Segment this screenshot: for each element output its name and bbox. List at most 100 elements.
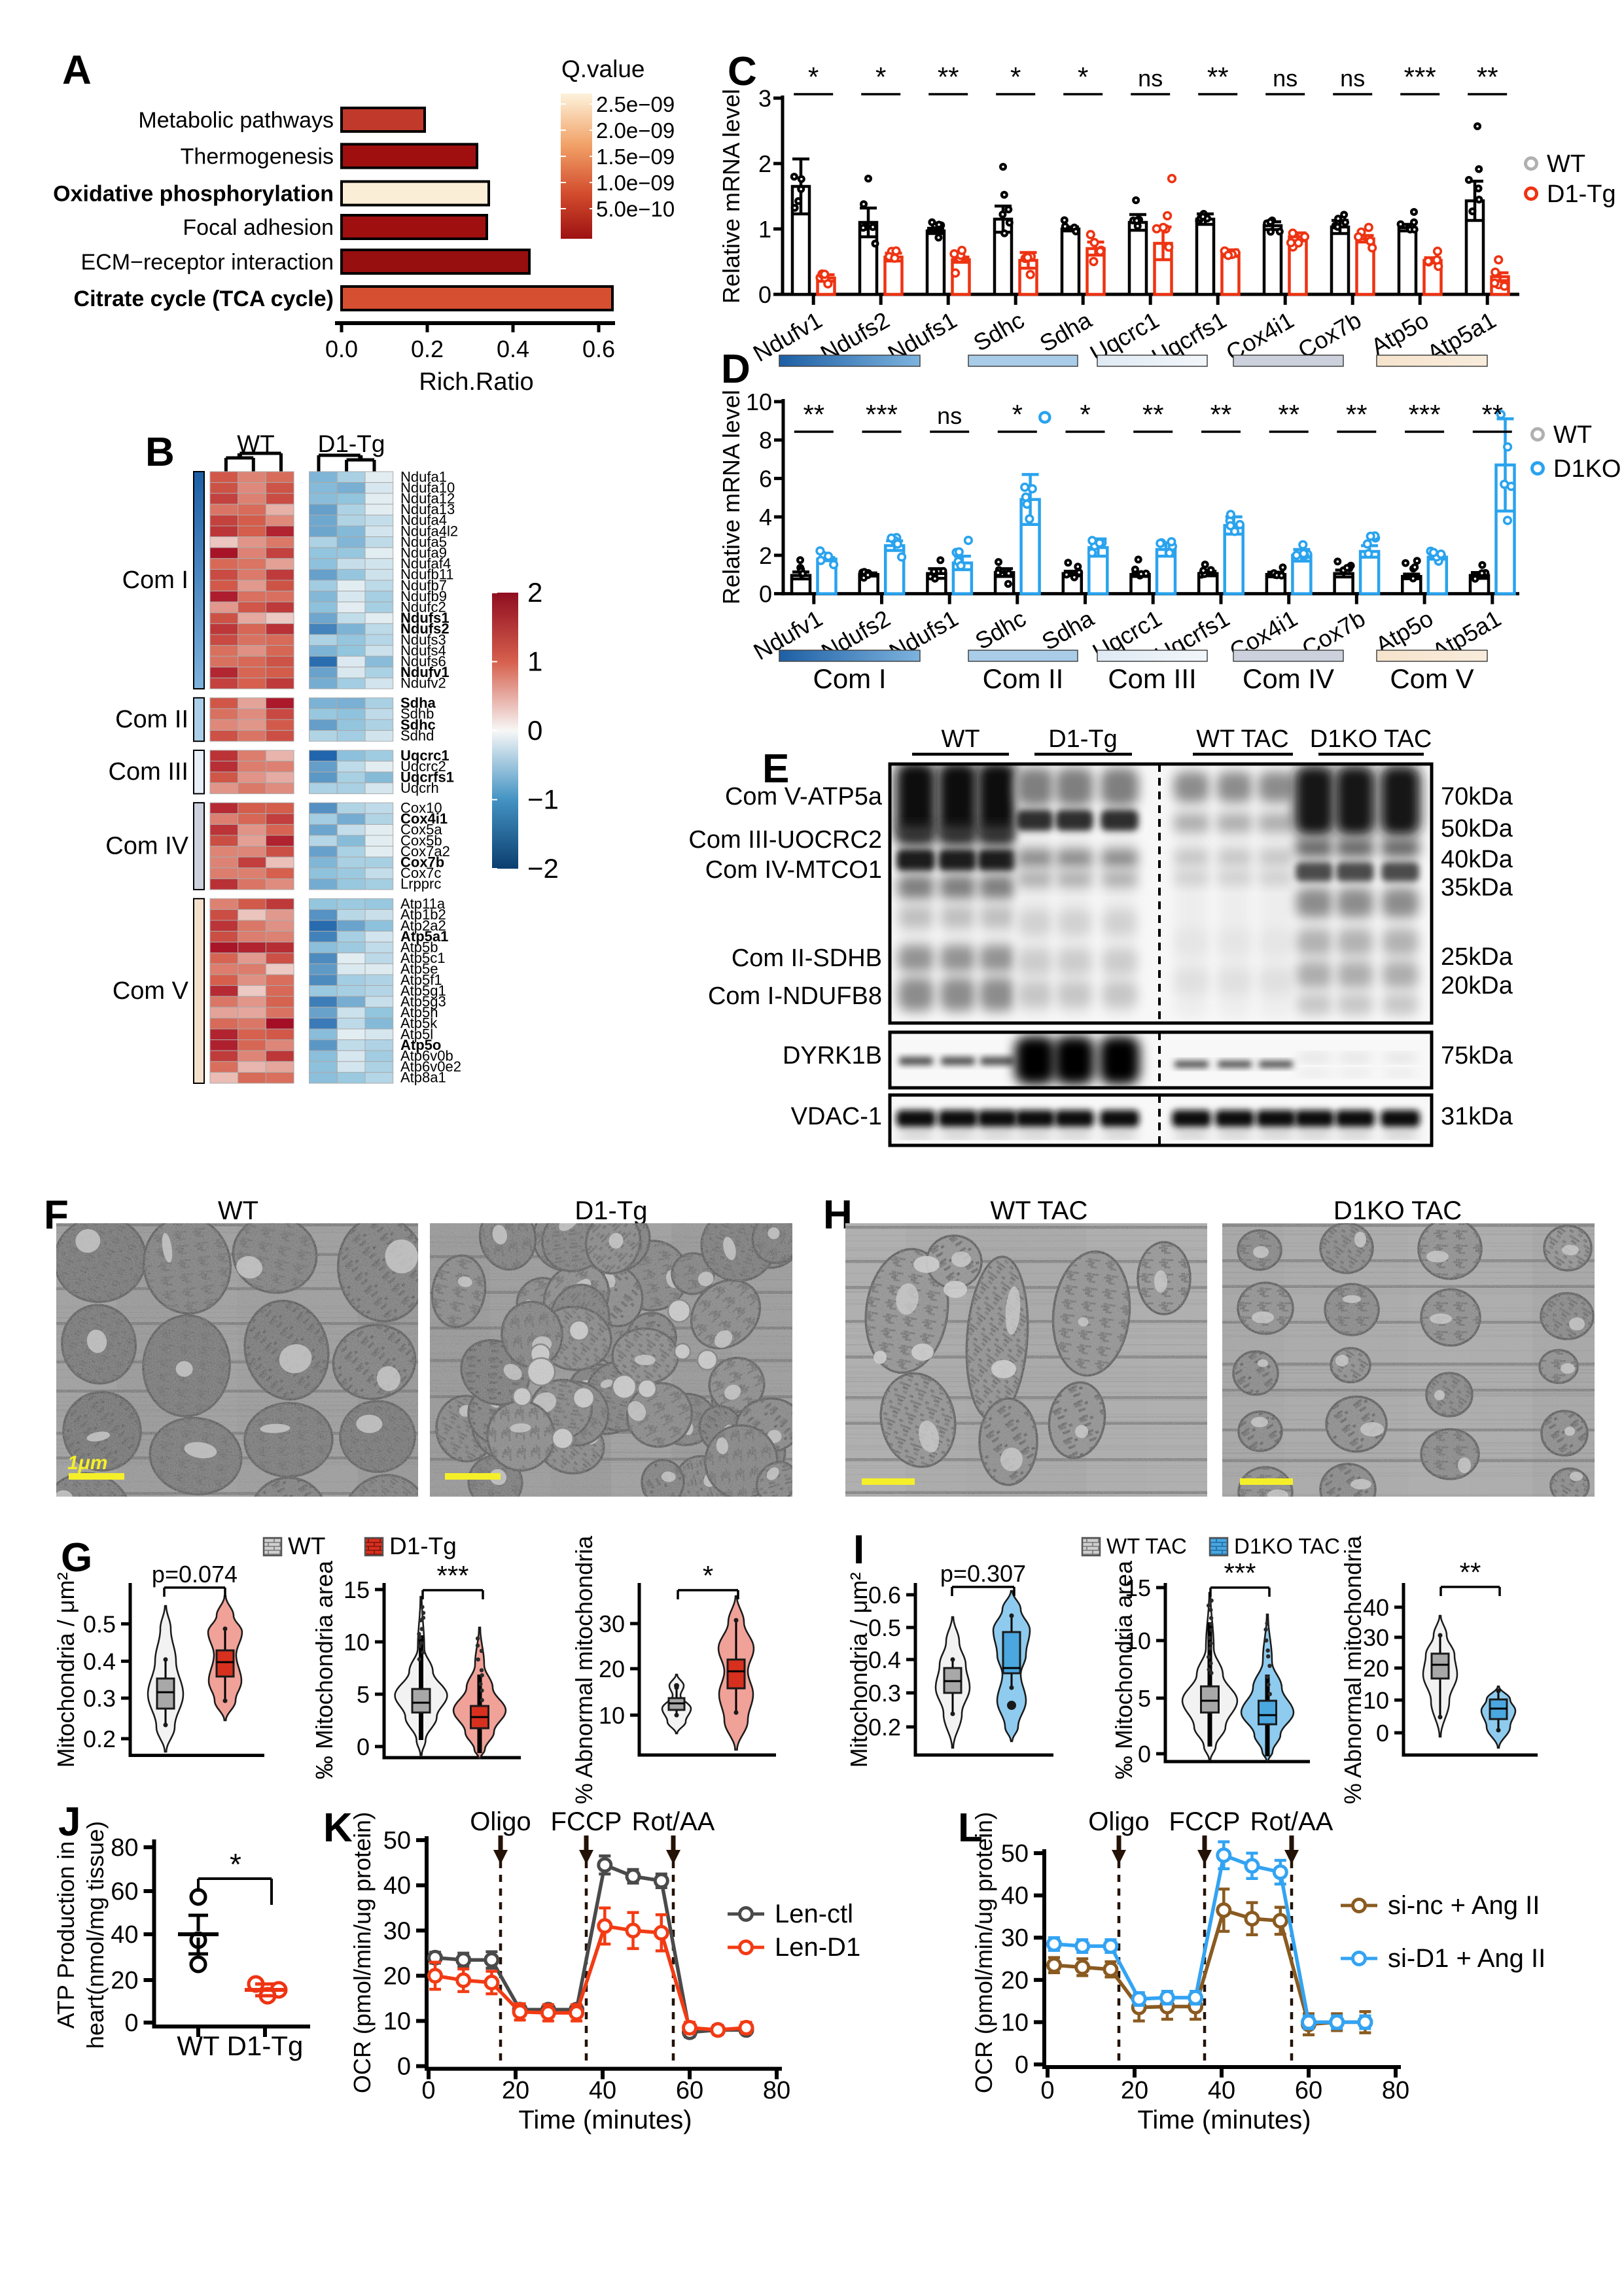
svg-text:20: 20 [111, 1967, 138, 1994]
svg-text:0.4: 0.4 [868, 1646, 901, 1673]
svg-text:5.0e−10: 5.0e−10 [596, 197, 675, 221]
svg-text:60: 60 [111, 1878, 138, 1905]
svg-text:3: 3 [758, 85, 771, 112]
svg-text:ns: ns [1138, 65, 1163, 92]
svg-text:heart(nmol/mg tissue): heart(nmol/mg tissue) [82, 1821, 109, 2049]
svg-text:30: 30 [599, 1610, 625, 1637]
svg-text:Com V-ATP5a: Com V-ATP5a [725, 783, 883, 810]
svg-text:Atp1b2: Atp1b2 [400, 907, 446, 923]
svg-text:50kDa: 50kDa [1441, 815, 1513, 843]
svg-text:Com IV: Com IV [105, 833, 188, 860]
svg-text:Ndufa4l2: Ndufa4l2 [400, 523, 458, 539]
svg-text:% Abnormal mitochondria: % Abnormal mitochondria [571, 1535, 597, 1804]
svg-text:Com I: Com I [813, 663, 886, 694]
svg-text:0.0: 0.0 [325, 336, 358, 362]
svg-text:Atp5h: Atp5h [400, 1004, 438, 1020]
svg-text:VDAC-1: VDAC-1 [791, 1103, 882, 1130]
svg-text:**: ** [938, 61, 959, 92]
svg-text:*: * [808, 61, 819, 92]
svg-text:Q.value: Q.value [561, 56, 645, 82]
svg-text:Com II: Com II [115, 706, 188, 733]
svg-text:0: 0 [1376, 1720, 1389, 1747]
svg-text:Cox7b: Cox7b [400, 854, 444, 871]
svg-text:si-D1 + Ang II: si-D1 + Ang II [1388, 1944, 1545, 1973]
svg-text:D1KO TAC: D1KO TAC [1333, 1196, 1462, 1225]
svg-text:Atp5o: Atp5o [400, 1037, 441, 1053]
svg-text:Relative mRNA level: Relative mRNA level [718, 390, 745, 604]
svg-text:40kDa: 40kDa [1441, 846, 1513, 873]
svg-text:30: 30 [1001, 1924, 1029, 1952]
svg-text:Relative mRNA level: Relative mRNA level [718, 89, 745, 304]
svg-text:G: G [61, 1535, 92, 1580]
svg-text:40: 40 [383, 1872, 411, 1900]
svg-text:Cox4i1: Cox4i1 [400, 810, 448, 827]
svg-text:A: A [62, 48, 92, 93]
svg-text:Sdhd: Sdhd [400, 727, 434, 744]
svg-text:0: 0 [759, 581, 772, 608]
svg-text:1.5e−09: 1.5e−09 [596, 145, 675, 169]
svg-text:ns: ns [937, 402, 962, 429]
svg-text:Thermogenesis: Thermogenesis [181, 145, 334, 169]
svg-text:40: 40 [1001, 1883, 1029, 1910]
svg-text:*: * [875, 61, 886, 92]
svg-text:Rich.Ratio: Rich.Ratio [419, 368, 533, 396]
svg-text:0.2: 0.2 [411, 336, 444, 362]
svg-text:Sdha: Sdha [400, 695, 436, 711]
svg-text:OCR (pmol/min/ug protein): OCR (pmol/min/ug protein) [970, 1812, 997, 2093]
svg-text:Atp8a1: Atp8a1 [400, 1070, 446, 1086]
svg-text:***: *** [1409, 399, 1441, 430]
svg-text:0: 0 [1040, 2077, 1054, 2104]
svg-text:10: 10 [1363, 1687, 1389, 1714]
svg-text:Atp11a: Atp11a [400, 896, 446, 912]
svg-text:Ndufs6: Ndufs6 [400, 653, 446, 670]
svg-text:Mitochondria / μm²: Mitochondria / μm² [845, 1573, 872, 1768]
svg-text:si-nc + Ang II: si-nc + Ang II [1388, 1891, 1540, 1920]
svg-text:Ndufv1: Ndufv1 [400, 664, 450, 680]
svg-text:‰ Mitochondria area: ‰ Mitochondria area [311, 1560, 338, 1779]
svg-text:0.6: 0.6 [582, 336, 615, 362]
svg-text:**: ** [1210, 399, 1232, 430]
svg-text:0: 0 [1015, 2051, 1029, 2079]
svg-text:ns: ns [1273, 65, 1297, 92]
svg-text:50: 50 [1001, 1840, 1029, 1868]
svg-text:D1KO TAC: D1KO TAC [1310, 725, 1432, 753]
svg-text:WT: WT [1553, 421, 1592, 449]
svg-text:0.3: 0.3 [868, 1680, 901, 1707]
svg-text:D1-Tg: D1-Tg [227, 2030, 304, 2061]
svg-text:**: ** [1142, 399, 1164, 430]
svg-text:WT: WT [218, 1196, 258, 1225]
svg-text:Ndufaf4: Ndufaf4 [400, 555, 451, 572]
svg-text:30: 30 [383, 1917, 411, 1945]
svg-text:2: 2 [759, 542, 772, 569]
svg-text:60: 60 [1295, 2077, 1322, 2104]
svg-text:Sdhc: Sdhc [400, 716, 436, 733]
svg-text:Uqcrc2: Uqcrc2 [400, 758, 446, 774]
svg-text:D1KO: D1KO [1553, 455, 1621, 483]
svg-text:Uqcrfs1: Uqcrfs1 [400, 769, 454, 786]
svg-text:**: ** [1477, 61, 1498, 92]
svg-text:*: * [1078, 61, 1088, 92]
svg-text:C: C [728, 49, 757, 94]
svg-text:0: 0 [527, 715, 542, 746]
svg-text:70kDa: 70kDa [1441, 783, 1513, 810]
svg-text:p=0.307: p=0.307 [940, 1560, 1026, 1587]
svg-text:Com IV: Com IV [1243, 663, 1334, 694]
svg-text:Cox10: Cox10 [400, 800, 442, 816]
svg-text:WT TAC: WT TAC [1196, 725, 1288, 753]
svg-text:Atp5b: Atp5b [400, 939, 438, 956]
svg-text:Uqcrc1: Uqcrc1 [400, 747, 450, 763]
svg-text:Ndufs3: Ndufs3 [400, 631, 446, 648]
svg-text:15: 15 [344, 1576, 370, 1603]
svg-text:Atp5a1: Atp5a1 [400, 928, 448, 945]
svg-text:10: 10 [599, 1702, 625, 1729]
svg-text:Len-D1: Len-D1 [775, 1933, 860, 1962]
svg-text:1: 1 [758, 216, 771, 243]
svg-text:20: 20 [383, 1962, 411, 1990]
svg-text:Oligo: Oligo [1088, 1807, 1149, 1836]
svg-text:ATP Production in: ATP Production in [52, 1841, 79, 2029]
svg-text:Rot/AA: Rot/AA [632, 1807, 715, 1836]
svg-text:0.5: 0.5 [868, 1614, 901, 1641]
svg-text:Atp6v0e2: Atp6v0e2 [400, 1058, 461, 1075]
svg-text:L: L [958, 1805, 983, 1851]
svg-text:2: 2 [527, 577, 542, 608]
